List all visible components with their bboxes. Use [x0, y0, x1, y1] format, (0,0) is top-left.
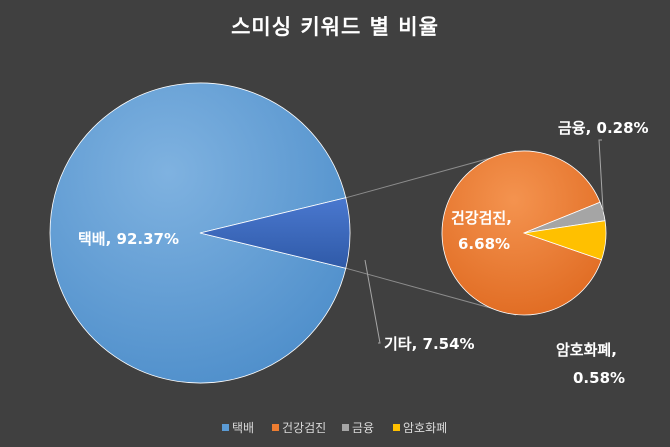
- data-label-crypto-line1: 암호화폐,: [556, 341, 617, 359]
- data-label-other: 기타, 7.54%: [384, 335, 475, 353]
- pie-slice-crypto: [523, 220, 607, 261]
- data-label-delivery: 택배, 92.37%: [78, 230, 179, 248]
- legend: 택배 건강검진 금융 암호화폐: [222, 421, 447, 435]
- leader-line-other: [364, 259, 381, 344]
- legend-swatch-finance: [342, 424, 349, 431]
- connector-line-bottom: [345, 267, 517, 316]
- legend-swatch-delivery: [222, 424, 229, 431]
- connector-line-top: [345, 150, 517, 199]
- legend-swatch-crypto: [393, 424, 400, 431]
- secondary-pie: [441, 150, 607, 316]
- legend-label-health: 건강검진: [282, 421, 326, 435]
- data-label-health-line2: 6.68%: [458, 235, 510, 253]
- pie-slice-health-checkup: [441, 150, 603, 316]
- legend-item-finance: 금융: [342, 421, 374, 435]
- legend-item-crypto: 암호화폐: [393, 421, 447, 435]
- legend-item-delivery: 택배: [222, 421, 254, 435]
- legend-label-crypto: 암호화폐: [403, 421, 447, 435]
- data-label-finance: 금융, 0.28%: [558, 119, 649, 137]
- pie-slice-other: [199, 197, 351, 269]
- legend-label-delivery: 택배: [232, 421, 254, 435]
- legend-label-finance: 금융: [352, 421, 374, 435]
- legend-item-health: 건강검진: [272, 421, 326, 435]
- label-leader-lines: [364, 139, 604, 344]
- data-label-crypto-line2: 0.58%: [573, 369, 625, 387]
- pie-slice-delivery: [49, 82, 347, 384]
- legend-swatch-health: [272, 424, 279, 431]
- leader-line-finance: [598, 139, 604, 212]
- chart-title: 스미싱 키워드 별 비율: [231, 15, 439, 39]
- main-pie: [49, 82, 351, 384]
- connector-lines: [345, 150, 517, 316]
- data-label-health-line1: 건강검진,: [451, 209, 512, 227]
- data-labels: 택배, 92.37% 기타, 7.54% 건강검진, 6.68% 금융, 0.2…: [78, 119, 649, 387]
